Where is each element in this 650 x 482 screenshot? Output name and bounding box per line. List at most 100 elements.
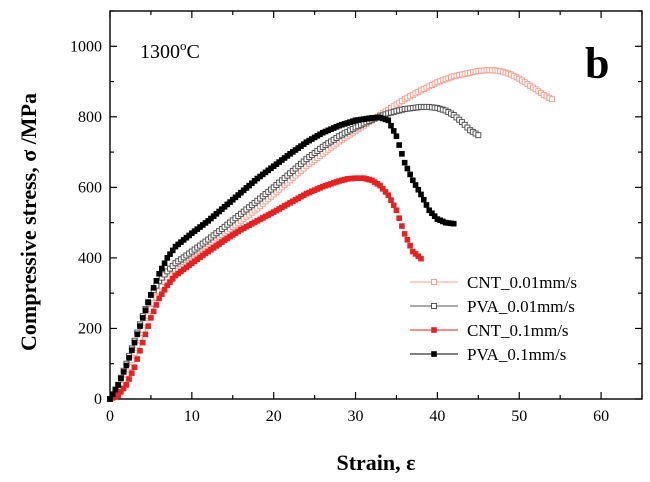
legend-entry: CNT_0.1mm/s bbox=[410, 321, 569, 340]
data-point bbox=[148, 292, 154, 298]
data-point bbox=[399, 151, 405, 157]
data-point bbox=[139, 315, 146, 321]
legend-label: CNT_0.1mm/s bbox=[467, 321, 569, 340]
data-point bbox=[423, 202, 430, 208]
data-point bbox=[134, 356, 141, 362]
data-point bbox=[150, 285, 157, 291]
data-point bbox=[388, 197, 394, 203]
data-point bbox=[129, 347, 135, 354]
data-point bbox=[123, 382, 130, 388]
data-point bbox=[548, 96, 555, 103]
y-tick-label: 400 bbox=[78, 250, 102, 267]
legend-entry: PVA_0.01mm/s bbox=[410, 297, 575, 316]
data-point bbox=[401, 231, 408, 237]
degree-superscript: o bbox=[180, 38, 187, 53]
data-point bbox=[145, 299, 151, 306]
x-tick-label: 40 bbox=[429, 408, 445, 425]
data-point bbox=[396, 142, 402, 148]
data-point bbox=[129, 370, 135, 376]
data-point bbox=[109, 391, 116, 398]
legend-marker bbox=[431, 279, 437, 285]
data-point bbox=[107, 396, 113, 402]
data-point bbox=[142, 307, 149, 314]
data-point bbox=[145, 323, 151, 329]
x-axis-title: Strain, ε bbox=[336, 450, 415, 475]
data-point bbox=[410, 177, 416, 184]
legend-marker bbox=[431, 303, 437, 309]
plot-frame bbox=[109, 10, 643, 400]
x-axis: 0 10 20 30 40 50 60 bbox=[106, 11, 643, 425]
x-tick-label: 50 bbox=[511, 408, 527, 425]
legend-marker bbox=[431, 351, 437, 357]
data-point bbox=[115, 382, 121, 388]
data-point bbox=[153, 302, 160, 308]
legend-label: CNT_0.01mm/s bbox=[467, 273, 577, 292]
data-point bbox=[126, 376, 132, 382]
data-point bbox=[390, 128, 397, 134]
data-point bbox=[156, 270, 162, 277]
data-point bbox=[407, 242, 413, 249]
legend-entry: CNT_0.01mm/s bbox=[410, 273, 577, 292]
y-axis-title: Compressive stress, σ /MPa bbox=[16, 93, 41, 351]
data-point bbox=[393, 207, 400, 214]
data-point bbox=[123, 362, 130, 369]
data-point bbox=[420, 196, 427, 203]
legend-label: PVA_0.1mm/s bbox=[467, 345, 566, 364]
data-point bbox=[134, 331, 141, 338]
data-point bbox=[139, 339, 146, 346]
data-point bbox=[415, 186, 422, 193]
data-point bbox=[153, 278, 160, 284]
data-point bbox=[148, 315, 154, 321]
data-point bbox=[412, 182, 419, 188]
legend-marker bbox=[431, 327, 437, 333]
data-point bbox=[401, 159, 408, 166]
data-point bbox=[120, 369, 127, 375]
legend-label: PVA_0.01mm/s bbox=[467, 297, 575, 316]
data-point bbox=[407, 171, 413, 178]
data-point bbox=[131, 364, 138, 371]
data-point bbox=[404, 237, 411, 243]
y-tick-label: 800 bbox=[78, 109, 102, 126]
data-point bbox=[399, 223, 405, 229]
legend-entry: PVA_0.1mm/s bbox=[410, 345, 566, 364]
data-point bbox=[418, 255, 424, 262]
x-tick-label: 10 bbox=[184, 408, 200, 425]
y-tick-label: 1000 bbox=[70, 38, 102, 55]
data-point bbox=[475, 132, 482, 139]
data-point bbox=[161, 260, 168, 267]
x-tick-label: 30 bbox=[348, 408, 364, 425]
data-point bbox=[126, 355, 132, 361]
series-2 bbox=[107, 175, 424, 402]
series-3 bbox=[107, 114, 457, 402]
data-point bbox=[404, 165, 411, 172]
y-tick-label: 200 bbox=[78, 320, 102, 337]
y-tick-label: 0 bbox=[94, 391, 102, 408]
temperature-value: 1300 bbox=[140, 41, 180, 63]
panel-letter: b bbox=[585, 39, 609, 88]
data-point bbox=[393, 133, 400, 140]
x-tick-label: 60 bbox=[593, 408, 609, 425]
data-point bbox=[385, 117, 392, 124]
temperature-unit: C bbox=[187, 41, 200, 63]
data-point bbox=[112, 386, 119, 393]
data-point bbox=[388, 122, 394, 129]
data-point bbox=[150, 308, 157, 315]
y-tick-label: 600 bbox=[78, 179, 102, 196]
data-point bbox=[142, 331, 149, 338]
data-point bbox=[385, 192, 392, 198]
x-tick-label: 0 bbox=[106, 408, 114, 425]
data-point bbox=[137, 323, 143, 329]
data-point bbox=[131, 339, 138, 346]
data-point bbox=[418, 191, 424, 198]
data-point bbox=[390, 202, 397, 209]
data-point bbox=[118, 375, 124, 382]
legend: CNT_0.01mm/s PVA_0.01mm/s CNT_0.1mm/s PVA_0… bbox=[410, 273, 577, 364]
data-point bbox=[137, 347, 143, 354]
data-point bbox=[450, 220, 457, 227]
data-point bbox=[396, 215, 402, 221]
temperature-annotation: 1300oC bbox=[140, 38, 200, 63]
x-tick-label: 20 bbox=[266, 408, 282, 425]
plot-series bbox=[107, 67, 555, 402]
data-point bbox=[159, 265, 165, 272]
